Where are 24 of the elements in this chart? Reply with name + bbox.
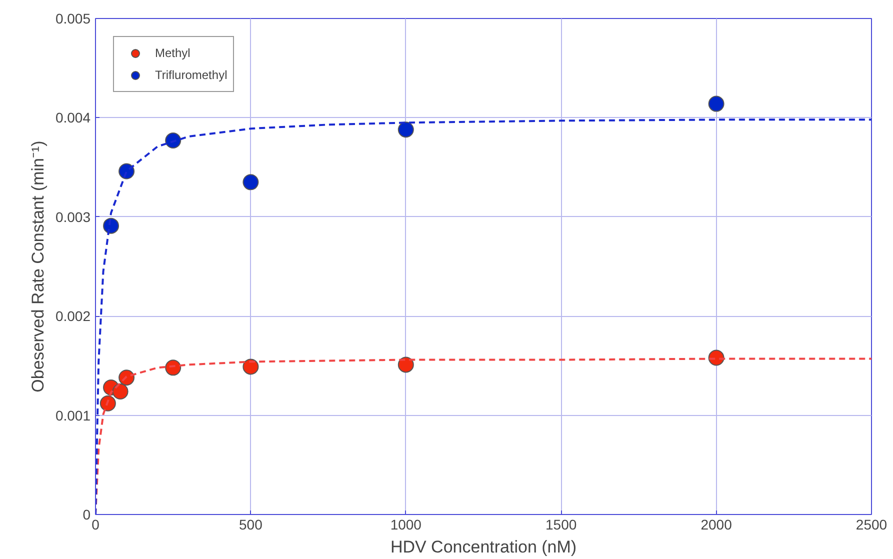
- y-tick-label: 0.001: [55, 407, 91, 424]
- legend-label: Methyl: [155, 46, 190, 60]
- point: [242, 174, 259, 190]
- y-tick-label: 0.003: [55, 208, 91, 225]
- y-tick-label: 0.002: [55, 308, 91, 324]
- point: [242, 358, 259, 375]
- point: [165, 132, 182, 148]
- x-axis-title: HDV Concentration (nM): [390, 538, 577, 556]
- x-tick-label: 500: [239, 516, 263, 532]
- x-tick-label: 2000: [700, 516, 732, 532]
- point: [708, 96, 724, 112]
- legend-label: Trifluromethyl: [155, 68, 228, 82]
- y-tick-label: 0.004: [55, 110, 91, 126]
- point: [165, 360, 182, 376]
- point: [100, 395, 116, 412]
- point: [398, 122, 414, 138]
- x-tick-label: 2500: [856, 516, 888, 532]
- y-tick-label: 0.005: [55, 10, 91, 26]
- y-tick-label: 0: [82, 506, 91, 522]
- x-tick-label: 1500: [546, 516, 577, 532]
- y-axis-title: Obeserved Rate Constant (min⁻¹): [28, 140, 48, 392]
- point: [398, 356, 414, 373]
- point: [112, 384, 128, 400]
- x-tick-label: 1000: [390, 516, 422, 532]
